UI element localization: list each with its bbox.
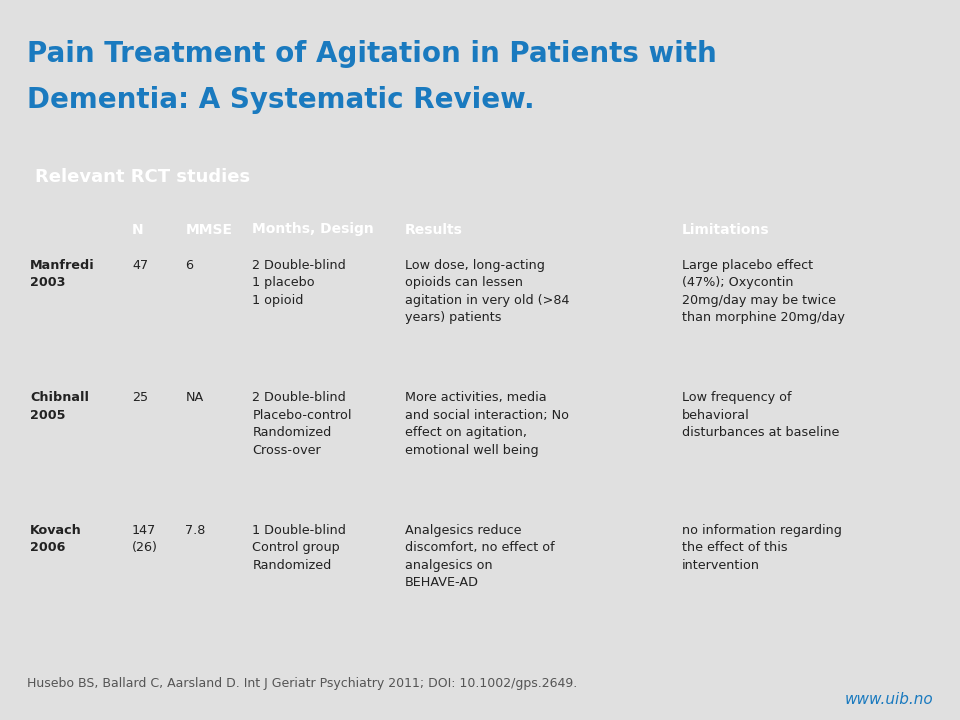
Text: Pain Treatment of Agitation in Patients with: Pain Treatment of Agitation in Patients … <box>27 40 716 68</box>
Text: 25: 25 <box>132 391 148 405</box>
Text: MMSE: MMSE <box>185 222 232 236</box>
Text: no information regarding
the effect of this
intervention: no information regarding the effect of t… <box>683 524 842 572</box>
Text: Relevant RCT studies: Relevant RCT studies <box>35 168 250 186</box>
Text: www.uib.no: www.uib.no <box>845 692 933 707</box>
Text: Analgesics reduce
discomfort, no effect of
analgesics on
BEHAVE-AD: Analgesics reduce discomfort, no effect … <box>404 524 554 590</box>
Text: Manfredi
2003: Manfredi 2003 <box>31 258 95 289</box>
Text: Large placebo effect
(47%); Oxycontin
20mg/day may be twice
than morphine 20mg/d: Large placebo effect (47%); Oxycontin 20… <box>683 258 845 324</box>
Text: 2 Double-blind
1 placebo
1 opioid: 2 Double-blind 1 placebo 1 opioid <box>252 258 347 307</box>
Text: Husebo BS, Ballard C, Aarsland D. Int J Geriatr Psychiatry 2011; DOI: 10.1002/gp: Husebo BS, Ballard C, Aarsland D. Int J … <box>27 677 577 690</box>
Text: Chibnall
2005: Chibnall 2005 <box>31 391 89 422</box>
Text: NA: NA <box>185 391 204 405</box>
Text: N: N <box>132 222 144 236</box>
Text: Months, Design: Months, Design <box>252 222 374 236</box>
Text: Dementia: A Systematic Review.: Dementia: A Systematic Review. <box>27 86 535 114</box>
Text: More activities, media
and social interaction; No
effect on agitation,
emotional: More activities, media and social intera… <box>404 391 568 456</box>
Text: 147
(26): 147 (26) <box>132 524 158 554</box>
Text: 2 Double-blind
Placebo-control
Randomized
Cross-over: 2 Double-blind Placebo-control Randomize… <box>252 391 352 456</box>
Text: Limitations: Limitations <box>683 222 770 236</box>
Text: 7.8: 7.8 <box>185 524 205 537</box>
Text: Low dose, long-acting
opioids can lessen
agitation in very old (>84
years) patie: Low dose, long-acting opioids can lessen… <box>404 258 569 324</box>
Text: Kovach
2006: Kovach 2006 <box>31 524 82 554</box>
Text: 6: 6 <box>185 258 194 271</box>
Text: 47: 47 <box>132 258 148 271</box>
Text: Results: Results <box>404 222 463 236</box>
Text: Low frequency of
behavioral
disturbances at baseline: Low frequency of behavioral disturbances… <box>683 391 840 439</box>
Text: 1 Double-blind
Control group
Randomized: 1 Double-blind Control group Randomized <box>252 524 347 572</box>
